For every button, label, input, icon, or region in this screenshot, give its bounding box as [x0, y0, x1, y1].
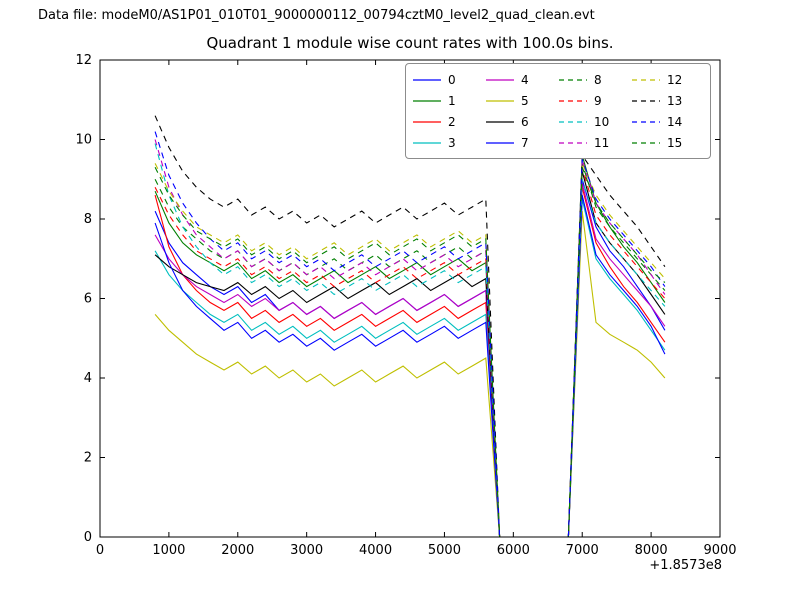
legend-label: 6: [521, 114, 529, 129]
legend-label: 7: [521, 135, 529, 150]
legend-item-15: 15: [631, 132, 704, 153]
legend-item-2: 2: [412, 111, 485, 132]
legend-line-sample: [486, 78, 514, 81]
x-tick-label: 7000: [566, 543, 599, 558]
y-tick-label: 0: [84, 530, 92, 545]
legend-label: 8: [594, 72, 602, 87]
legend-item-11: 11: [558, 132, 631, 153]
y-tick-label: 10: [75, 133, 92, 148]
legend-line-sample: [413, 99, 441, 102]
legend-line-sample: [632, 78, 660, 81]
legend-label: 0: [448, 72, 456, 87]
series-line-5: [154, 211, 666, 538]
x-tick-label: 9000: [703, 543, 736, 558]
legend-line-sample: [413, 78, 441, 81]
series-line-0: [154, 179, 666, 538]
x-tick-label: 6000: [497, 543, 530, 558]
legend-label: 1: [448, 93, 456, 108]
series-line-13: [154, 115, 666, 538]
legend-line-sample: [559, 99, 587, 102]
legend-label: 14: [667, 114, 683, 129]
legend-item-0: 0: [412, 69, 485, 90]
legend-line-sample: [632, 99, 660, 102]
series-line-7: [154, 194, 666, 538]
y-tick-label: 12: [75, 53, 92, 68]
series-line-2: [154, 187, 666, 538]
legend-item-1: 1: [412, 90, 485, 111]
legend-label: 5: [521, 93, 529, 108]
legend-label: 10: [594, 114, 610, 129]
x-tick-label: 8000: [635, 543, 668, 558]
legend-item-6: 6: [485, 111, 558, 132]
y-tick-label: 4: [84, 371, 92, 386]
series-line-15: [154, 167, 666, 538]
legend-line-sample: [559, 141, 587, 144]
x-tick-label: 0: [96, 543, 104, 558]
y-tick-label: 8: [84, 212, 92, 227]
legend-item-8: 8: [558, 69, 631, 90]
legend-item-5: 5: [485, 90, 558, 111]
x-tick-label: 2000: [221, 543, 254, 558]
legend-line-sample: [413, 141, 441, 144]
legend-line-sample: [486, 120, 514, 123]
legend-line-sample: [486, 141, 514, 144]
legend-label: 3: [448, 135, 456, 150]
legend-item-3: 3: [412, 132, 485, 153]
legend-label: 11: [594, 135, 610, 150]
legend-label: 13: [667, 93, 683, 108]
legend-label: 15: [667, 135, 683, 150]
legend-line-sample: [559, 78, 587, 81]
series-line-4: [154, 183, 666, 538]
x-tick-label: 4000: [359, 543, 392, 558]
x-axis-offset-label: +1.8573e8: [649, 558, 722, 573]
y-tick-label: 6: [84, 292, 92, 307]
chart-title: Quadrant 1 module wise count rates with …: [206, 34, 614, 52]
legend-label: 12: [667, 72, 683, 87]
x-tick-label: 3000: [290, 543, 323, 558]
legend-item-12: 12: [631, 69, 704, 90]
legend-item-9: 9: [558, 90, 631, 111]
legend-line-sample: [413, 120, 441, 123]
legend-line-sample: [632, 120, 660, 123]
legend-item-14: 14: [631, 111, 704, 132]
series-line-14: [154, 131, 666, 538]
legend-line-sample: [632, 141, 660, 144]
legend-label: 4: [521, 72, 529, 87]
legend-label: 2: [448, 114, 456, 129]
legend-line-sample: [486, 99, 514, 102]
legend-line-sample: [559, 120, 587, 123]
x-tick-label: 1000: [152, 543, 185, 558]
legend-label: 9: [594, 93, 602, 108]
legend-item-10: 10: [558, 111, 631, 132]
legend-item-13: 13: [631, 90, 704, 111]
data-file-label: Data file: modeM0/AS1P01_010T01_90000001…: [38, 8, 595, 23]
chart-legend: 0 1 2 3 4 5 6 7 8 9 10 11 12 13 14 15: [405, 63, 711, 159]
series-line-12: [154, 163, 666, 538]
series-line-3: [154, 198, 666, 538]
legend-item-7: 7: [485, 132, 558, 153]
x-tick-label: 5000: [428, 543, 461, 558]
legend-item-4: 4: [485, 69, 558, 90]
y-tick-label: 2: [84, 451, 92, 466]
series-line-8: [154, 163, 666, 538]
